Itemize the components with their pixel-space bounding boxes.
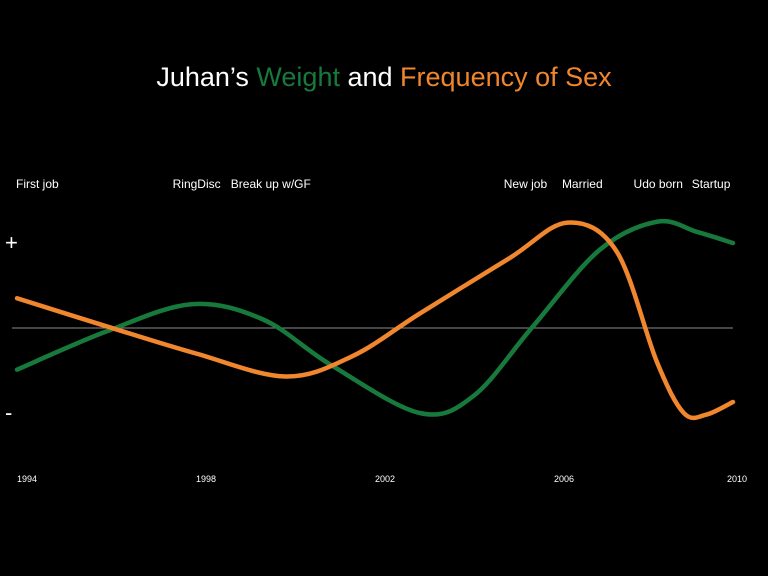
x-tick-label: 2010 (727, 474, 748, 484)
x-tick-label: 2002 (375, 474, 396, 484)
event-label: New job (503, 177, 548, 191)
y-axis-minus-label: - (5, 400, 13, 425)
x-tick-label: 2006 (554, 474, 575, 484)
y-axis-plus-label: + (5, 230, 18, 255)
title-series-sex: Frequency of Sex (400, 62, 612, 92)
title-middle: and (339, 62, 401, 92)
event-label: RingDisc (172, 177, 221, 191)
event-label: First job (16, 177, 59, 191)
weight-series-line (14, 218, 736, 417)
event-label: Married (561, 177, 603, 191)
title-series-weight: Weight (256, 62, 340, 92)
x-tick-label: 1998 (196, 474, 217, 484)
event-label: Udo born (633, 177, 683, 191)
x-tick-label: 1994 (17, 474, 38, 484)
chart-title: Juhan’s Weight and Frequency of Sex (0, 62, 768, 93)
sex-series-line (14, 220, 736, 421)
event-label: Break up w/GF (230, 177, 311, 191)
event-label: Startup (691, 177, 731, 191)
title-prefix: Juhan’s (156, 62, 257, 92)
